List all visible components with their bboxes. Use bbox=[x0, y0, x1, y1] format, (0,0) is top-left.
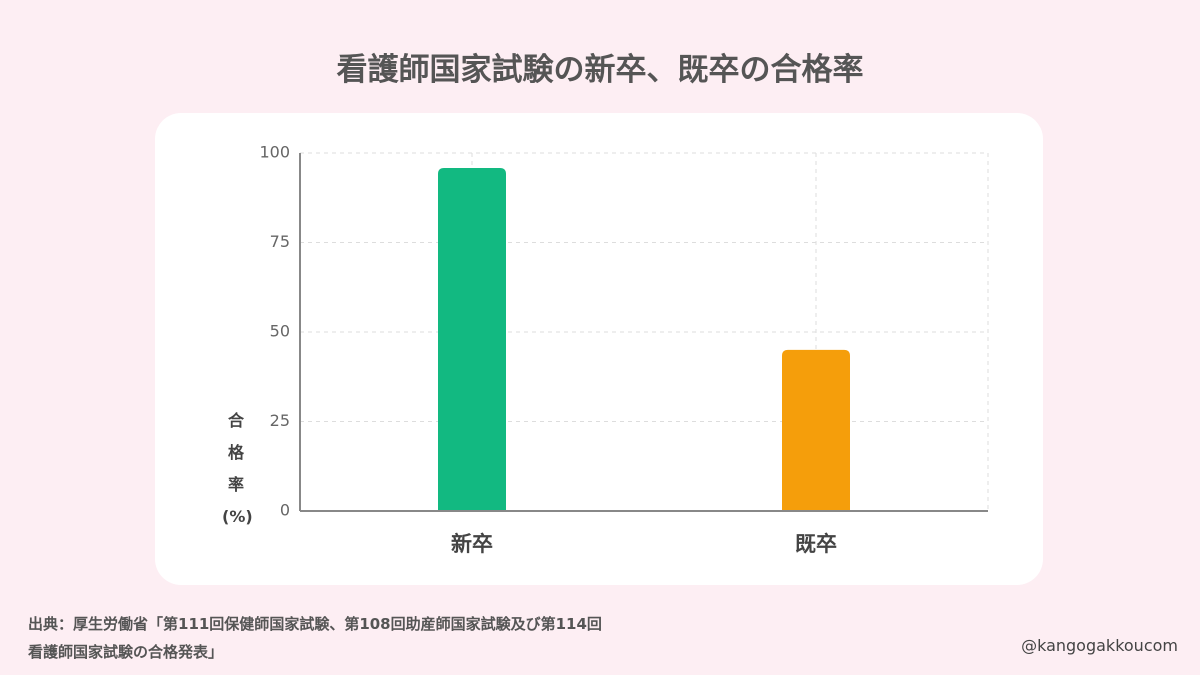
y-axis-label: 合格率(%) bbox=[222, 411, 253, 526]
source-note: 出典：厚生労働省「第111回保健師国家試験、第108回助産師国家試験及び第114… bbox=[28, 615, 602, 661]
y-tick-label: 100 bbox=[259, 143, 290, 162]
bar bbox=[438, 168, 506, 511]
chart-card bbox=[155, 113, 1043, 585]
bar bbox=[782, 349, 850, 511]
chart-title: 看護師国家試験の新卒、既卒の合格率 bbox=[336, 52, 864, 88]
x-tick-label: 新卒 bbox=[451, 532, 493, 556]
x-tick-label: 既卒 bbox=[795, 532, 837, 556]
handle: @kangogakkoucom bbox=[1021, 636, 1178, 655]
y-tick-label: 75 bbox=[270, 232, 290, 251]
y-tick-label: 50 bbox=[270, 322, 290, 341]
y-tick-label: 0 bbox=[280, 501, 290, 520]
y-tick-label: 25 bbox=[270, 411, 290, 430]
